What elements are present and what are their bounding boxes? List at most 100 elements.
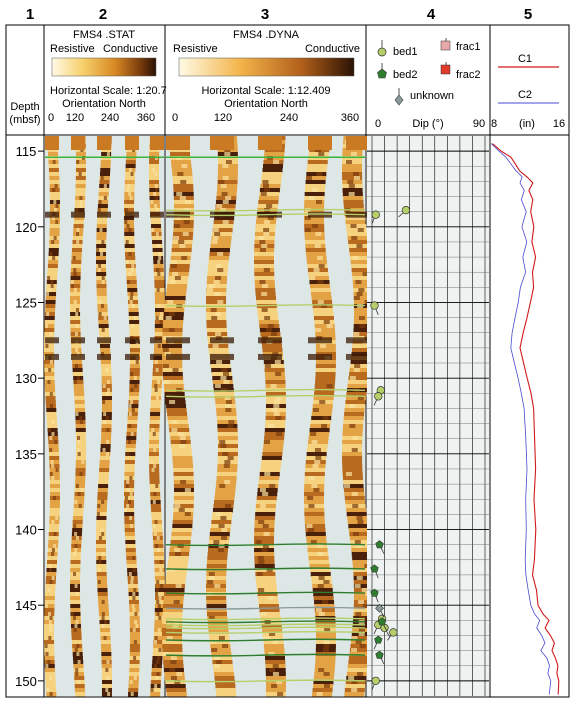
dyna-image-track	[162, 136, 374, 697]
figure-frame	[5, 24, 570, 698]
dyna-resistive-label: Resistive	[173, 43, 218, 55]
legend-unknown: unknown	[410, 90, 454, 102]
image-pad-stripe	[206, 136, 238, 697]
c2-legend-label: C2	[518, 89, 532, 101]
unknown-legend-symbol	[394, 94, 404, 106]
frac1-legend-symbol	[440, 40, 451, 51]
caliper-plot	[490, 143, 560, 695]
dip-axis-label: Dip (°)	[412, 118, 443, 130]
bed2-point	[377, 617, 387, 626]
bed1-legend-symbol	[377, 47, 387, 57]
c1-curve	[492, 143, 560, 695]
dyna-tick-240: 240	[280, 112, 298, 124]
track-number-4: 4	[427, 6, 436, 23]
stat-title: FMS4 .STAT	[73, 29, 135, 41]
image-pad-stripe	[96, 136, 112, 697]
depth-tick-label: 150	[15, 674, 37, 689]
bed-trace-line	[165, 653, 366, 657]
dyna-tick-0: 0	[172, 112, 178, 124]
stat-tick-360: 360	[137, 112, 155, 124]
stat-conductive-label: Conductive	[103, 43, 158, 55]
dyna-orientation-text: Orientation North	[224, 98, 308, 110]
track-number-3: 3	[261, 6, 269, 23]
stat-tick-0: 0	[48, 112, 54, 124]
stat-tick-120: 120	[66, 112, 84, 124]
image-pad-stripe	[44, 136, 60, 697]
bed1-point	[374, 392, 383, 401]
depth-axis: 115 120 125 130 135 140 145 150	[15, 144, 44, 689]
dip-plot	[367, 136, 489, 696]
stat-resistive-label: Resistive	[50, 43, 95, 55]
bed-trace-line	[165, 591, 366, 595]
caliper-axis-label: (in)	[519, 118, 535, 130]
image-pad-stripe	[70, 136, 86, 697]
bed-trace-line	[165, 304, 366, 307]
image-pad-stripe	[149, 136, 165, 697]
depth-tick-label: 140	[15, 523, 37, 538]
stat-image-track	[44, 136, 165, 697]
c1-legend-label: C1	[518, 53, 532, 65]
legend-bed1: bed1	[393, 46, 417, 58]
depth-tick-label: 130	[15, 371, 37, 386]
bed1-point	[371, 210, 380, 219]
bed2-point	[370, 588, 379, 597]
caliper-tick-8: 8	[491, 118, 497, 130]
dyna-tick-120: 120	[214, 112, 232, 124]
image-pad-stripe	[342, 136, 374, 697]
bed-trace-line	[165, 213, 366, 217]
bed-trace-line	[165, 543, 366, 547]
bed2-legend-symbol	[377, 68, 387, 79]
depth-tick-label: 145	[15, 598, 37, 613]
stat-tick-240: 240	[101, 112, 119, 124]
bed-trace-line	[165, 638, 366, 642]
bed-trace-line	[165, 623, 366, 627]
depth-unit-label: (mbsf)	[9, 114, 40, 126]
bed1-point	[389, 628, 398, 637]
depth-label: Depth	[10, 101, 39, 113]
track-number-5: 5	[524, 6, 532, 23]
dip-legend: bed1 bed2 unknown frac1 frac2	[377, 38, 480, 106]
frac2-legend-symbol	[440, 64, 451, 75]
bed2-point	[375, 650, 384, 659]
bed-trace-line	[165, 388, 366, 392]
dip-tick-90: 90	[473, 118, 485, 130]
caliper-tick-16: 16	[553, 118, 565, 130]
bed-trace-line	[165, 679, 366, 683]
legend-bed2: bed2	[393, 69, 417, 81]
bed-trace-line	[165, 567, 366, 571]
bed-trace-line	[165, 620, 366, 624]
depth-tick-label: 120	[15, 220, 37, 235]
bed2-point	[374, 635, 383, 644]
dyna-scale-text: Horizontal Scale: 1:12.409	[201, 85, 330, 97]
image-pad-stripe	[162, 136, 194, 697]
bed-trace-line	[165, 630, 366, 634]
bed1-point	[371, 676, 380, 686]
legend-frac2: frac2	[456, 69, 480, 81]
bed-trace-line	[165, 606, 366, 610]
depth-tick-label: 125	[15, 295, 37, 310]
bed-trace-line	[165, 617, 366, 621]
track-number-1: 1	[26, 6, 34, 23]
dyna-conductive-label: Conductive	[305, 43, 360, 55]
bed1-point	[370, 301, 379, 310]
bed-trace-line	[165, 626, 366, 630]
dyna-title: FMS4 .DYNA	[233, 29, 300, 41]
bed2-point	[370, 564, 379, 573]
depth-tick-label: 135	[15, 447, 37, 462]
unknown-point	[375, 603, 384, 613]
image-pad-stripe	[124, 136, 140, 697]
track-number-2: 2	[99, 6, 107, 23]
bed2-point	[375, 540, 384, 549]
dyna-colorbar	[178, 57, 355, 77]
stat-scale-text: Horizontal Scale: 1:20.7	[50, 85, 167, 97]
stat-orientation-text: Orientation North	[62, 98, 146, 110]
depth-tick-label: 115	[16, 144, 37, 159]
dip-tick-0: 0	[375, 118, 381, 130]
stat-colorbar	[51, 57, 157, 77]
legend-frac1: frac1	[456, 41, 480, 53]
bed-trace-line	[165, 394, 366, 398]
dyna-tick-360: 360	[341, 112, 359, 124]
bed-trace-line	[165, 208, 366, 212]
c2-curve	[490, 143, 552, 695]
